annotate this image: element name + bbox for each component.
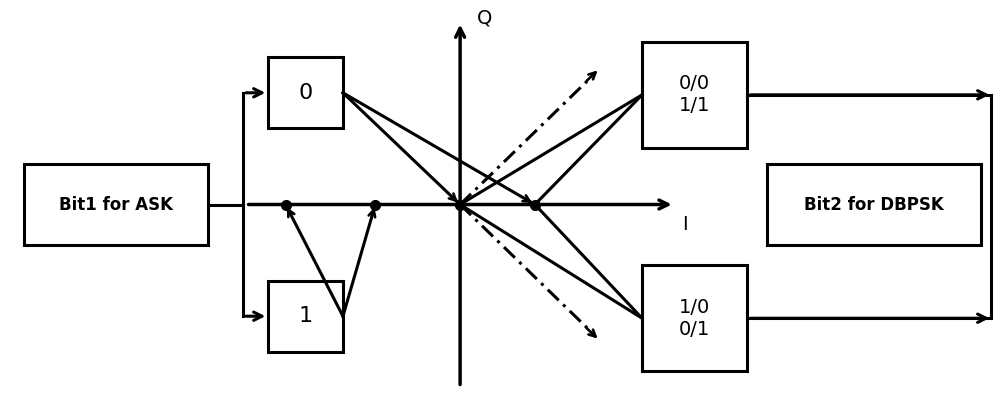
- Text: Q: Q: [477, 8, 493, 27]
- FancyBboxPatch shape: [642, 42, 747, 148]
- Text: 1: 1: [298, 306, 313, 326]
- Text: 0: 0: [298, 83, 313, 103]
- FancyBboxPatch shape: [268, 57, 343, 128]
- Text: 0/0
1/1: 0/0 1/1: [679, 74, 710, 115]
- Text: I: I: [682, 215, 687, 234]
- FancyBboxPatch shape: [767, 164, 981, 245]
- Text: Bit1 for ASK: Bit1 for ASK: [59, 196, 173, 213]
- FancyBboxPatch shape: [24, 164, 208, 245]
- Text: 1/0
0/1: 1/0 0/1: [679, 298, 710, 339]
- FancyBboxPatch shape: [268, 281, 343, 352]
- FancyBboxPatch shape: [642, 265, 747, 371]
- Text: Bit2 for DBPSK: Bit2 for DBPSK: [804, 196, 944, 213]
